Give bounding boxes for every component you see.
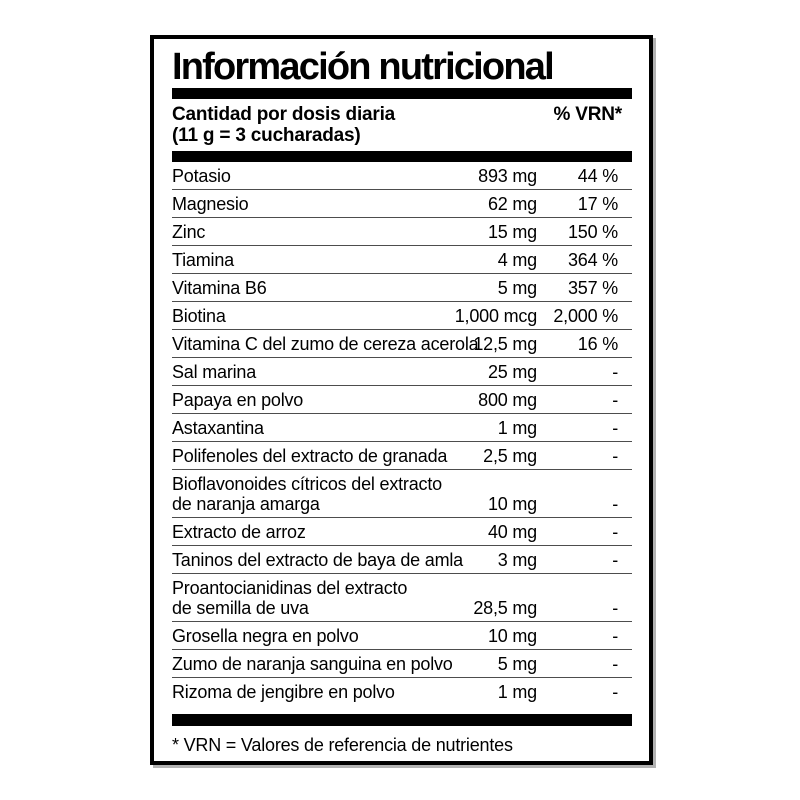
nutrient-name: Extracto de arroz (172, 522, 306, 542)
nutrient-table: Potasio 893 mg 44 % Magnesio 62 mg 17 % … (172, 162, 632, 705)
vrn-column-header: % VRN* (553, 104, 623, 125)
nutrient-row: Astaxantina 1 mg - (172, 414, 632, 442)
nutrient-amount: 3 mg (497, 550, 537, 570)
nutrient-name: Grosella negra en polvo (172, 626, 359, 646)
nutrient-vrn: - (612, 446, 618, 466)
nutrient-name: Proantocianidinas del extracto de semilla… (172, 578, 408, 618)
nutrient-row: Proantocianidinas del extracto de semilla… (172, 574, 632, 622)
nutrient-row: Zumo de naranja sanguina en polvo 5 mg - (172, 650, 632, 678)
nutrient-amount: 1 mg (497, 418, 537, 438)
nutrient-row: Bioflavonoides cítricos del extracto de n… (172, 470, 632, 518)
nutrient-amount: 800 mg (478, 390, 537, 410)
serving-info: Cantidad por dosis diaria (11 g = 3 cuch… (172, 104, 395, 146)
nutrient-amount: 25 mg (487, 362, 537, 382)
nutrient-vrn: 357 % (567, 278, 618, 298)
nutrient-vrn: 44 % (577, 166, 618, 186)
nutrient-row: Vitamina B6 5 mg 357 % (172, 274, 632, 302)
nutrient-name: Vitamina C del zumo de cereza acerola (172, 334, 479, 354)
nutrient-amount: 5 mg (497, 278, 537, 298)
nutrient-vrn: 150 % (567, 222, 618, 242)
nutrient-row: Tiamina 4 mg 364 % (172, 246, 632, 274)
nutrient-vrn: - (612, 418, 618, 438)
nutrient-row: Grosella negra en polvo 10 mg - (172, 622, 632, 650)
nutrient-amount: 10 mg (487, 626, 537, 646)
nutrient-row: Polifenoles del extracto de granada 2,5 … (172, 442, 632, 470)
serving-line-2: (11 g = 3 cucharadas) (172, 125, 361, 146)
nutrient-row: Vitamina C del zumo de cereza acerola 12… (172, 330, 632, 358)
nutrient-name: Zumo de naranja sanguina en polvo (172, 654, 453, 674)
nutrient-amount: 1 mg (497, 682, 537, 702)
nutrient-vrn: 16 % (577, 334, 618, 354)
nutrient-row: Potasio 893 mg 44 % (172, 162, 632, 190)
nutrient-vrn: - (612, 654, 618, 674)
divider-bar-header (172, 151, 632, 162)
label-title: Información nutricional (172, 46, 555, 88)
nutrient-vrn: - (612, 390, 618, 410)
nutrient-vrn: - (612, 522, 618, 542)
serving-line-1: Cantidad por dosis diaria (172, 104, 396, 125)
nutrient-row: Papaya en polvo 800 mg - (172, 386, 632, 414)
nutrient-vrn: 364 % (567, 250, 618, 270)
nutrient-amount: 40 mg (487, 522, 537, 542)
nutrient-vrn: - (612, 682, 618, 702)
nutrient-row: Magnesio 62 mg 17 % (172, 190, 632, 218)
nutrient-amount: 15 mg (487, 222, 537, 242)
table-header: Cantidad por dosis diaria (11 g = 3 cuch… (172, 99, 632, 151)
nutrient-vrn: 17 % (577, 194, 618, 214)
nutrient-row: Biotina 1,000 mcg 2,000 % (172, 302, 632, 330)
divider-bar-top (172, 88, 632, 99)
nutrient-name: Potasio (172, 166, 231, 186)
nutrient-amount: 10 mg (487, 494, 537, 514)
nutrient-row: Zinc 15 mg 150 % (172, 218, 632, 246)
divider-bar-bottom (172, 714, 632, 726)
nutrient-name: Magnesio (172, 194, 249, 214)
nutrient-amount: 12,5 mg (473, 334, 537, 354)
nutrient-amount: 4 mg (497, 250, 537, 270)
nutrition-facts-label: Información nutricional Cantidad por dos… (150, 35, 653, 765)
footnote: * VRN = Valores de referencia de nutrien… (172, 735, 513, 755)
nutrient-name: Sal marina (172, 362, 257, 382)
nutrient-vrn: - (612, 550, 618, 570)
nutrient-name: Bioflavonoides cítricos del extracto de n… (172, 474, 442, 514)
nutrient-vrn: - (612, 626, 618, 646)
nutrient-row: Sal marina 25 mg - (172, 358, 632, 386)
nutrient-vrn: - (612, 598, 618, 618)
nutrient-name: Zinc (172, 222, 206, 242)
nutrient-amount: 5 mg (497, 654, 537, 674)
nutrient-amount: 1,000 mcg (454, 306, 537, 326)
nutrient-amount: 2,5 mg (483, 446, 537, 466)
nutrient-vrn: 2,000 % (553, 306, 618, 326)
nutrient-name: Tiamina (172, 250, 234, 270)
nutrient-vrn: - (612, 362, 618, 382)
nutrient-row: Taninos del extracto de baya de amla 3 m… (172, 546, 632, 574)
nutrient-name: Rizoma de jengibre en polvo (172, 682, 395, 702)
nutrient-name: Astaxantina (172, 418, 264, 438)
nutrient-name: Taninos del extracto de baya de amla (172, 550, 463, 570)
nutrient-name: Vitamina B6 (172, 278, 267, 298)
nutrient-name: Papaya en polvo (172, 390, 304, 410)
nutrient-name: Biotina (172, 306, 226, 326)
nutrient-amount: 28,5 mg (473, 598, 537, 618)
nutrient-amount: 893 mg (478, 166, 537, 186)
nutrient-row: Rizoma de jengibre en polvo 1 mg - (172, 678, 632, 705)
nutrient-row: Extracto de arroz 40 mg - (172, 518, 632, 546)
nutrient-name: Polifenoles del extracto de granada (172, 446, 448, 466)
nutrient-vrn: - (612, 494, 618, 514)
nutrient-amount: 62 mg (487, 194, 537, 214)
